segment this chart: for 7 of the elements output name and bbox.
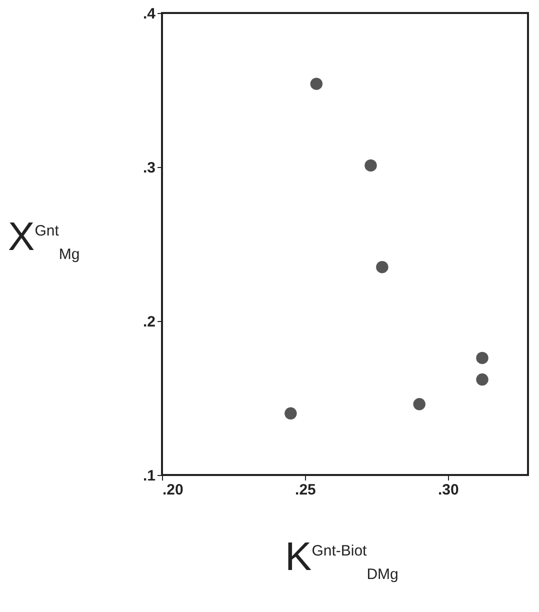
- y-tick-label: .2: [142, 314, 156, 330]
- y-tick-label: .1: [142, 468, 156, 484]
- y-tick-label: .4: [142, 6, 156, 22]
- y-tick-label: .3: [142, 160, 156, 176]
- x-tick-label: .25: [295, 482, 316, 498]
- x-tick-label: .30: [438, 482, 459, 498]
- x-tick-label: .20: [162, 482, 184, 498]
